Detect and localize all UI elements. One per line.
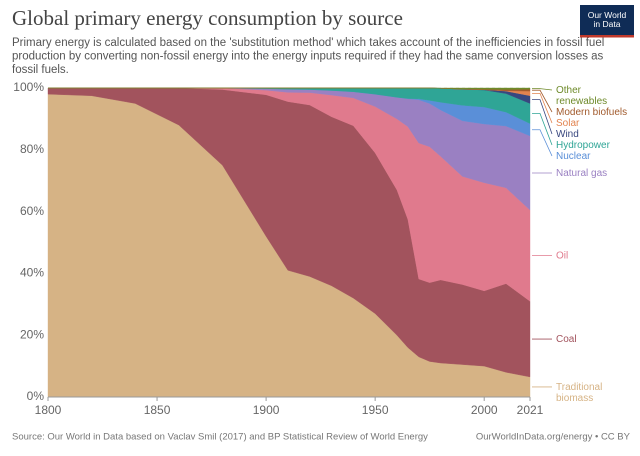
legend-label: Wind [556, 129, 579, 140]
source: Source: Our World in Data based on Vacla… [12, 432, 428, 443]
leader-line [532, 93, 553, 124]
y-tick-label: 100% [13, 80, 44, 94]
area [48, 87, 531, 90]
y-tick-label: 40% [20, 266, 44, 280]
y-tick-label: 0% [27, 389, 45, 403]
x-tick-label: 1800 [35, 403, 62, 417]
x-tick-label: 2021 [517, 403, 544, 417]
legend-label: Solar [556, 118, 580, 129]
legend-label: Oil [556, 250, 568, 261]
legend-label: Natural gas [556, 168, 607, 179]
leader-line [532, 99, 553, 135]
legend-label: Coal [556, 334, 577, 345]
y-tick-label: 20% [20, 327, 44, 341]
legend-label: Nuclear [556, 151, 591, 162]
x-tick-label: 1900 [253, 403, 280, 417]
y-tick-label: 80% [20, 142, 44, 156]
url: OurWorldInData.org/energy • CC BY [476, 432, 631, 443]
leader-line [532, 88, 553, 91]
x-tick-label: 1850 [144, 403, 171, 417]
logo-text: Our World in Data [588, 10, 627, 29]
leader-line [532, 129, 553, 157]
chart-title: Global primary energy consumption by sou… [12, 6, 403, 30]
legend-label: Hydropower [556, 140, 611, 151]
legend-label: Modern biofuels [556, 107, 627, 118]
leader-line [532, 89, 553, 113]
x-tick-label: 1950 [362, 403, 389, 417]
logo-box [580, 5, 634, 37]
logo: Our World in Data [580, 5, 634, 38]
logo-bar [580, 35, 634, 38]
legend-label: Other renewables [556, 85, 607, 107]
y-tick-label: 60% [20, 204, 44, 218]
legend-label: Traditional biomass [556, 382, 602, 404]
x-tick-label: 2000 [471, 403, 498, 417]
leader-line [532, 113, 553, 146]
chart-subtitle: Primary energy is calculated based on th… [12, 37, 604, 76]
